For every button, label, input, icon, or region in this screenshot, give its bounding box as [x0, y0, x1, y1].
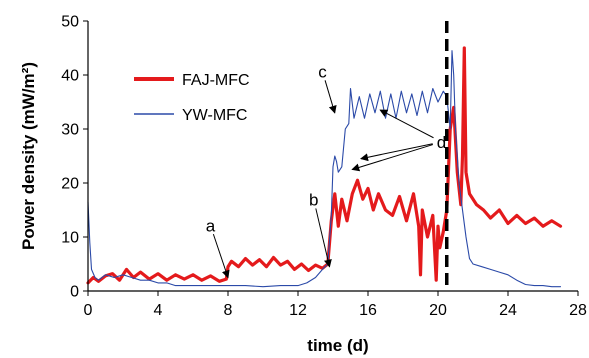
- plot-axes: [87, 21, 578, 292]
- x-tick-label: 4: [154, 302, 163, 319]
- annotation-label-d: d: [437, 133, 446, 152]
- y-tick-label: 10: [61, 230, 79, 247]
- annotation-arrow-d: [360, 143, 433, 162]
- y-tick-label: 30: [61, 122, 79, 139]
- y-tick-label: 0: [70, 284, 79, 301]
- series-layer: [86, 46, 563, 288]
- annotation-label-c: c: [318, 63, 327, 82]
- legend-label-yw-mfc: YW-MFC: [182, 107, 247, 124]
- annotation-label-a: a: [206, 217, 216, 236]
- y-tick-label: 20: [61, 176, 79, 193]
- y-axis-ticks: 0 10 20 30 40 50: [61, 14, 88, 301]
- x-tick-label: 28: [569, 302, 587, 319]
- annotation-layer: a b c d: [206, 63, 446, 279]
- x-tick-label: 20: [429, 302, 447, 319]
- y-tick-label: 40: [61, 68, 79, 85]
- legend: FAJ-MFC YW-MFC: [134, 72, 250, 124]
- legend-label-faj-mfc: FAJ-MFC: [182, 72, 250, 89]
- annotation-arrow-d: [351, 144, 434, 172]
- annotation-arrow-a: [212, 233, 230, 279]
- annotation-label-b: b: [309, 191, 318, 210]
- annotation-arrow-d: [379, 109, 434, 139]
- x-tick-label: 8: [224, 302, 233, 319]
- annotation-arrow-b: [315, 208, 332, 268]
- x-axis-ticks: 0 4 8 12 16 20 24 28: [84, 291, 587, 319]
- x-tick-label: 12: [289, 302, 307, 319]
- series-line-yw-mfc: [87, 50, 562, 288]
- x-tick-label: 16: [359, 302, 377, 319]
- x-tick-label: 24: [499, 302, 517, 319]
- y-axis-title: Power density (mW/m²): [19, 62, 38, 250]
- x-tick-label: 0: [84, 302, 93, 319]
- series-line-faj-mfc: [86, 46, 563, 285]
- x-axis-title: time (d): [307, 336, 368, 355]
- y-tick-label: 50: [61, 14, 79, 31]
- annotation-arrow-c: [324, 80, 337, 114]
